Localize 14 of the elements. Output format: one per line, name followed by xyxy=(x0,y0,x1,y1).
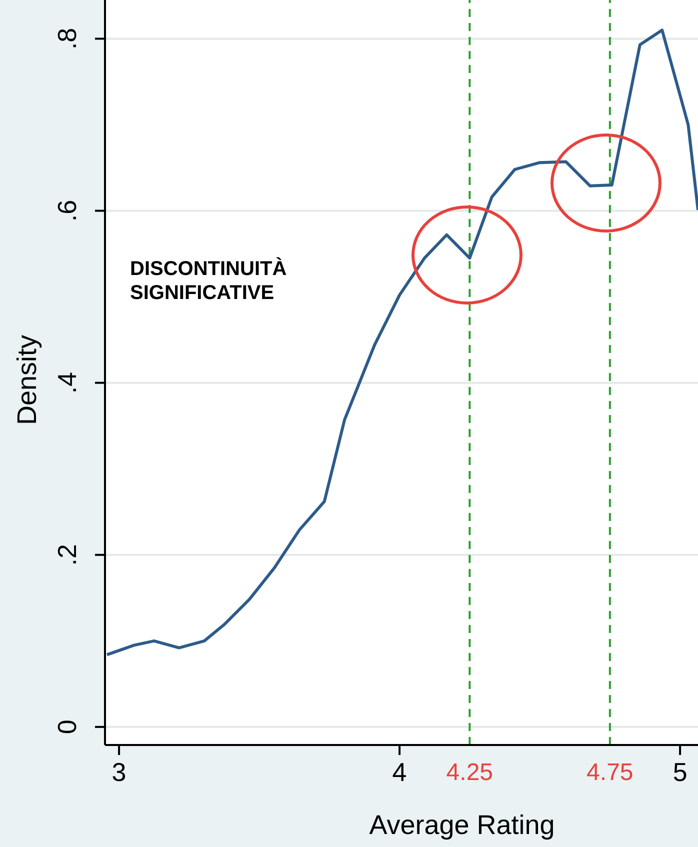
annotation: DISCONTINUITÀ SIGNIFICATIVE xyxy=(130,257,287,304)
x-tick-label: 4 xyxy=(392,757,407,787)
ref-line-label: 4.75 xyxy=(586,759,634,786)
ref-line-label: 4.25 xyxy=(446,759,494,786)
y-axis-title: Density xyxy=(12,334,42,426)
x-tick-label: 3 xyxy=(112,757,126,787)
y-tick-label: 0 xyxy=(52,720,82,734)
y-tick-label: .2 xyxy=(52,544,82,566)
line-series xyxy=(105,28,698,656)
y-tick-label: .6 xyxy=(52,200,82,222)
x-tick-label: 5 xyxy=(672,757,688,787)
x-axis-title: Average Rating xyxy=(369,810,555,840)
y-tick-label: .4 xyxy=(52,372,82,394)
y-tick-label: .8 xyxy=(52,28,82,50)
